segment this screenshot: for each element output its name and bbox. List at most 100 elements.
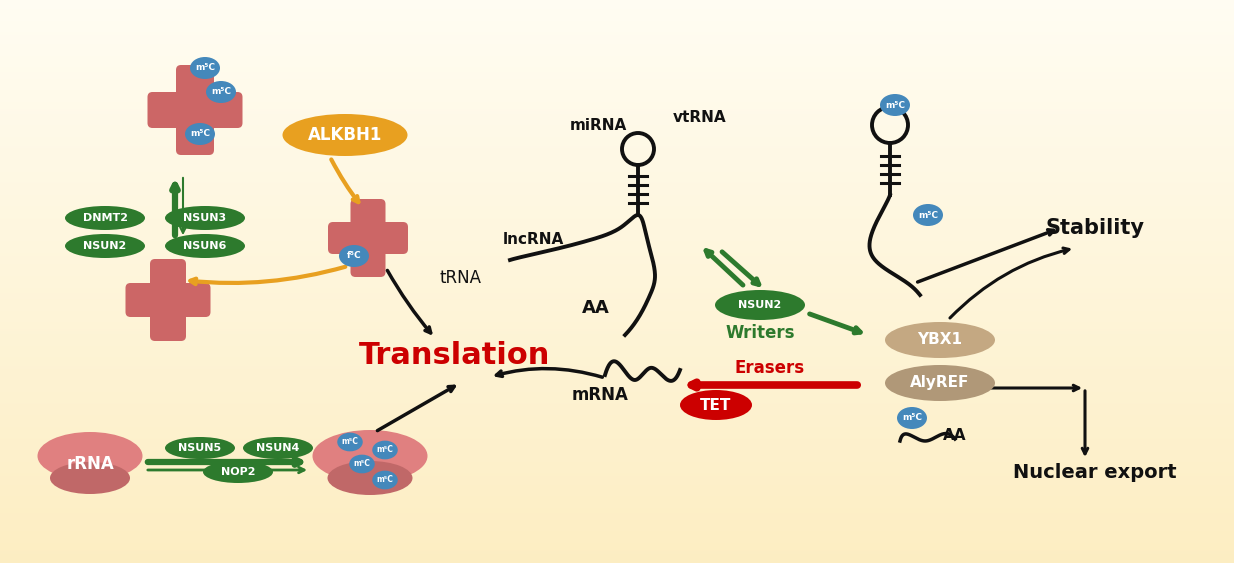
Bar [0,399,1234,400]
Bar [0,473,1234,474]
Bar [0,545,1234,546]
Bar [0,363,1234,364]
Bar [0,308,1234,309]
Bar [0,119,1234,120]
Bar [0,91,1234,92]
Bar [0,556,1234,557]
Ellipse shape [206,81,236,103]
Bar [0,242,1234,243]
Bar [0,115,1234,116]
Ellipse shape [897,407,927,429]
Ellipse shape [283,114,407,156]
FancyBboxPatch shape [328,222,408,254]
Bar [0,309,1234,310]
Bar [0,220,1234,221]
Bar [0,197,1234,198]
Bar [0,84,1234,85]
Bar [0,111,1234,112]
Bar [0,232,1234,233]
Bar [0,531,1234,532]
Bar [0,562,1234,563]
Bar [0,349,1234,350]
Bar [0,166,1234,167]
Bar [0,350,1234,351]
Bar [0,503,1234,504]
Bar [0,159,1234,160]
Bar [0,16,1234,17]
Bar [0,205,1234,206]
Bar [0,64,1234,65]
Bar [0,105,1234,106]
Bar [0,153,1234,154]
Bar [0,460,1234,461]
Bar [0,175,1234,176]
Bar [0,83,1234,84]
Bar [0,458,1234,459]
Bar [0,492,1234,493]
Bar [0,18,1234,19]
Bar [0,415,1234,416]
Bar [0,23,1234,24]
Bar [0,97,1234,98]
Ellipse shape [885,322,995,358]
Bar [0,346,1234,347]
Bar [0,82,1234,83]
Bar [0,401,1234,402]
Bar [0,184,1234,185]
Ellipse shape [312,430,427,482]
Bar [0,489,1234,490]
Bar [0,12,1234,13]
Bar [0,319,1234,320]
Bar [0,277,1234,278]
Text: m⁵C: m⁵C [190,129,210,138]
Bar [0,44,1234,45]
Bar [0,269,1234,270]
Bar [0,263,1234,264]
Bar [0,433,1234,434]
Bar [0,370,1234,371]
Bar [0,70,1234,71]
Bar [0,21,1234,22]
Bar [0,505,1234,506]
Bar [0,265,1234,266]
Text: NSUN4: NSUN4 [257,443,300,453]
Bar [0,176,1234,177]
Bar [0,109,1234,110]
Bar [0,511,1234,512]
Bar [0,325,1234,326]
Text: m⁵C: m⁵C [376,445,394,454]
Text: Translation: Translation [359,341,550,369]
Bar [0,539,1234,540]
Bar [0,228,1234,229]
Bar [0,361,1234,362]
Bar [0,4,1234,5]
Ellipse shape [65,206,146,230]
Bar [0,490,1234,491]
Bar [0,481,1234,482]
Text: DNMT2: DNMT2 [83,213,127,223]
Bar [0,152,1234,153]
Text: Erasers: Erasers [735,359,805,377]
Bar [0,7,1234,8]
Bar [0,535,1234,536]
Bar [0,484,1234,485]
Bar [0,61,1234,62]
Bar [0,317,1234,318]
Text: miRNA: miRNA [569,118,627,132]
Bar [0,130,1234,131]
Bar [0,392,1234,393]
Bar [0,102,1234,103]
Bar [0,444,1234,445]
Ellipse shape [880,94,909,116]
Bar [0,472,1234,473]
Bar [0,47,1234,48]
Bar [0,446,1234,447]
Bar [0,522,1234,523]
Bar [0,200,1234,201]
Bar [0,488,1234,489]
Bar [0,288,1234,289]
Bar [0,211,1234,212]
Bar [0,449,1234,450]
Bar [0,390,1234,391]
Ellipse shape [204,461,273,483]
